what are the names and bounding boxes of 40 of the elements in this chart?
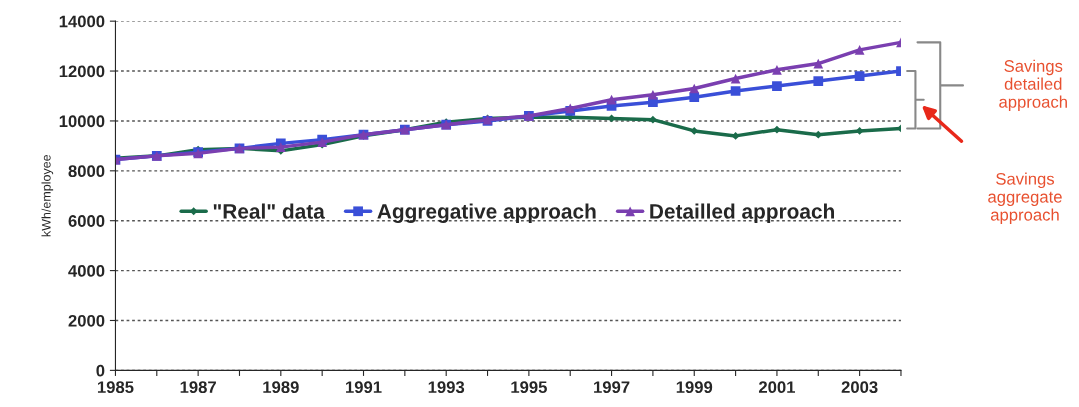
y-tick-label: 6000 bbox=[68, 215, 105, 227]
point bbox=[730, 73, 741, 84]
point bbox=[813, 58, 824, 69]
y-tick-label: 2000 bbox=[68, 314, 105, 327]
legend-label: Aggregative approach bbox=[377, 203, 596, 223]
x-tick-label: 1987 bbox=[180, 381, 216, 394]
y-tick-label: 4000 bbox=[68, 265, 105, 277]
x-tick-label: 1991 bbox=[346, 381, 382, 394]
point bbox=[854, 71, 865, 81]
x-tick-label: 1989 bbox=[263, 381, 299, 394]
x-tick-label: 1985 bbox=[97, 381, 134, 394]
y-tick-label: 0 bbox=[96, 364, 105, 377]
x-tick-label: 1997 bbox=[594, 381, 630, 394]
point bbox=[689, 92, 700, 103]
x-tick-label: 2001 bbox=[758, 381, 796, 394]
legend-label: "Real" data bbox=[213, 203, 325, 219]
point bbox=[773, 125, 781, 134]
point bbox=[275, 142, 286, 152]
point bbox=[648, 89, 658, 100]
x-tick-label: 1995 bbox=[511, 381, 547, 394]
x-tick-label: 1993 bbox=[428, 381, 465, 394]
x-tick-label: 1999 bbox=[676, 381, 713, 394]
x-tick-label: 2003 bbox=[841, 381, 878, 394]
y-tick-label: 14000 bbox=[59, 15, 105, 28]
text: Savings detailed approach bbox=[999, 59, 1067, 112]
point bbox=[689, 83, 700, 94]
y-tick-label: 12000 bbox=[59, 65, 105, 78]
point bbox=[772, 64, 782, 75]
point bbox=[854, 44, 865, 55]
point bbox=[813, 76, 824, 86]
point bbox=[730, 86, 741, 96]
text: Savings aggregate approach bbox=[988, 172, 1062, 224]
point bbox=[606, 94, 617, 105]
y-tick-label: 10000 bbox=[59, 115, 105, 128]
point bbox=[731, 131, 740, 140]
point bbox=[772, 81, 782, 91]
legend-label: Detailled approach bbox=[650, 203, 834, 223]
y-axis-title: kWh/employee bbox=[41, 154, 54, 237]
point bbox=[855, 126, 864, 135]
y-tick-label: 8000 bbox=[68, 165, 105, 178]
